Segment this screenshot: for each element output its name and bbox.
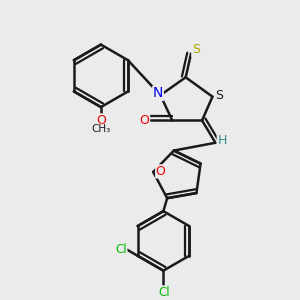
Text: Cl: Cl [158,286,170,299]
Text: O: O [156,165,166,178]
Text: N: N [153,86,163,100]
Text: O: O [96,114,106,127]
Text: S: S [215,89,223,102]
Text: O: O [140,114,150,127]
Text: CH₃: CH₃ [91,124,110,134]
Text: S: S [192,44,200,56]
Text: H: H [217,134,227,147]
Text: Cl: Cl [115,243,127,256]
